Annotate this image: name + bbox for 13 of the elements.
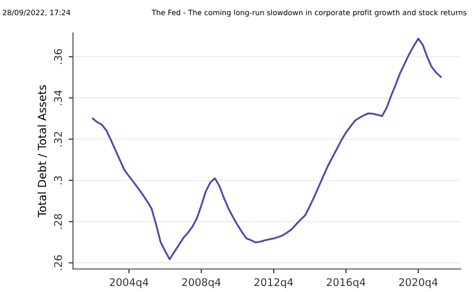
y-tick-label: .34	[54, 90, 62, 106]
line-series	[92, 38, 442, 260]
y-tick-label: .3	[54, 176, 62, 184]
x-tick-label: 2020q4	[399, 278, 438, 288]
y-tick-label: .28	[54, 214, 62, 229]
x-tick-label: 2012q4	[254, 278, 293, 288]
y-tick-label: .26	[54, 255, 62, 270]
y-tick-label: .32	[54, 132, 62, 146]
x-tick-label: 2008q4	[182, 278, 221, 288]
x-tick-label: 2016q4	[326, 278, 366, 288]
x-tick-label: 2004q4	[110, 278, 148, 288]
y-tick-label: .36	[54, 49, 62, 64]
y-axis-title: Total Debt / Total Assets	[38, 85, 48, 218]
